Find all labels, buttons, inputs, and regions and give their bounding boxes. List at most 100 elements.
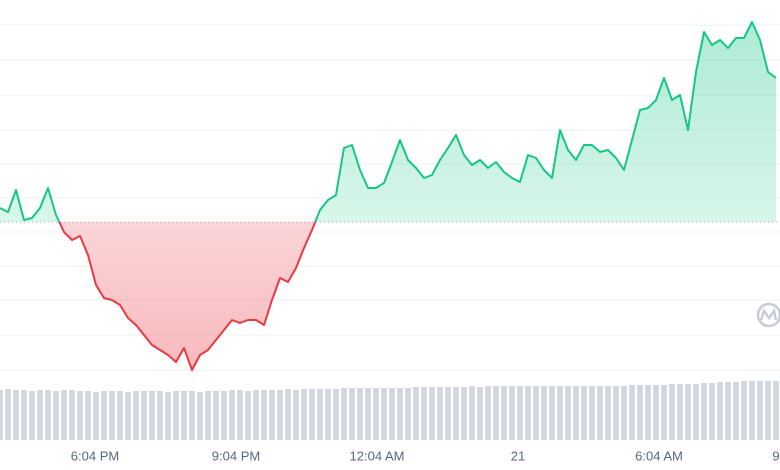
volume-bar [429, 387, 435, 440]
volume-bar [437, 387, 443, 440]
volume-bar [221, 391, 227, 440]
volume-bar [749, 381, 755, 440]
volume-bar [389, 388, 395, 440]
volume-bar [509, 386, 515, 440]
volume-bar [557, 386, 563, 440]
volume-bar [613, 386, 619, 440]
volume-bar [317, 389, 323, 440]
x-tick-label: 12:04 AM [350, 448, 405, 463]
volume-bar [533, 386, 539, 440]
volume-bar [269, 390, 275, 440]
volume-bar [685, 384, 691, 440]
volume-bar [173, 391, 179, 440]
volume-bar [69, 390, 75, 440]
volume-bar [765, 381, 771, 440]
volume-bar [757, 381, 763, 440]
volume-bar [701, 383, 707, 440]
volume-bar [101, 391, 107, 440]
volume-bar [13, 390, 19, 440]
price-line-up [0, 21, 777, 222]
volume-bar [277, 390, 283, 440]
volume-bar [373, 388, 379, 440]
volume-bar [541, 386, 547, 440]
volume-bar [469, 386, 475, 440]
volume-bar [445, 387, 451, 440]
volume-bar [413, 387, 419, 440]
volume-bar [381, 388, 387, 440]
volume-bar [517, 386, 523, 440]
x-tick-label: 21 [511, 448, 525, 463]
volume-bar [157, 391, 163, 440]
volume-bar [357, 388, 363, 440]
volume-bar [261, 390, 267, 440]
volume-bar [349, 388, 355, 440]
volume-bar [741, 381, 747, 440]
volume-bar [725, 382, 731, 440]
volume-bar [461, 387, 467, 440]
volume-bar [653, 385, 659, 440]
x-tick-label: 6:04 PM [71, 448, 119, 463]
volume-bar [141, 391, 147, 440]
volume-bar [581, 386, 587, 440]
volume-bar [693, 384, 699, 440]
volume-bar [37, 390, 43, 440]
volume-bar [669, 384, 675, 440]
volume-bar [677, 384, 683, 440]
volume-bar [29, 391, 35, 440]
volume-bar [21, 390, 27, 440]
volume-bar [397, 388, 403, 440]
volume-bar [0, 390, 3, 440]
volume-bar [181, 391, 187, 440]
volume-bar [573, 386, 579, 440]
volume-bar [405, 388, 411, 440]
volume-bar [205, 391, 211, 440]
volume-bar [485, 386, 491, 440]
volume-bar [189, 391, 195, 440]
area-up [0, 22, 776, 222]
volume-bar [77, 391, 83, 440]
volume-bar [149, 391, 155, 440]
x-tick-label: 9 [772, 448, 779, 463]
volume-bar [501, 386, 507, 440]
volume-bar [93, 392, 99, 440]
volume-bar [197, 392, 203, 440]
volume-bar [293, 390, 299, 440]
volume-bar [717, 382, 723, 440]
volume-bar [245, 391, 251, 440]
volume-bar [645, 385, 651, 440]
watermark-logo [756, 302, 780, 328]
volume-bar [733, 382, 739, 440]
volume-bar [325, 389, 331, 440]
volume-bar [709, 383, 715, 440]
volume-bar [85, 391, 91, 440]
volume-bar [605, 386, 611, 440]
volume-bar [309, 389, 315, 440]
volume-bar [117, 391, 123, 440]
volume-bar [253, 390, 259, 440]
price-line-down [58, 222, 317, 371]
volume-bar [421, 387, 427, 440]
volume-bar [493, 386, 499, 440]
x-tick-label: 6:04 AM [635, 448, 683, 463]
volume-bar [301, 389, 307, 440]
volume-bar [549, 386, 555, 440]
volume-bar [621, 386, 627, 440]
volume-bar [53, 391, 59, 440]
volume-bar [125, 392, 131, 440]
volume-bar [61, 390, 67, 440]
volume-bar [341, 388, 347, 440]
volume-bar [525, 386, 531, 440]
volume-bar [237, 390, 243, 440]
volume-bar [165, 392, 171, 440]
volume-bar [453, 387, 459, 440]
x-tick-label: 9:04 PM [212, 448, 260, 463]
volume-bar [597, 386, 603, 440]
volume-bar [133, 391, 139, 440]
volume-bar [637, 385, 643, 440]
volume-bar [661, 385, 667, 440]
volume-bar [773, 381, 779, 440]
volume-bar [109, 391, 115, 440]
volume-bar [45, 390, 51, 440]
volume-bar [213, 391, 219, 440]
